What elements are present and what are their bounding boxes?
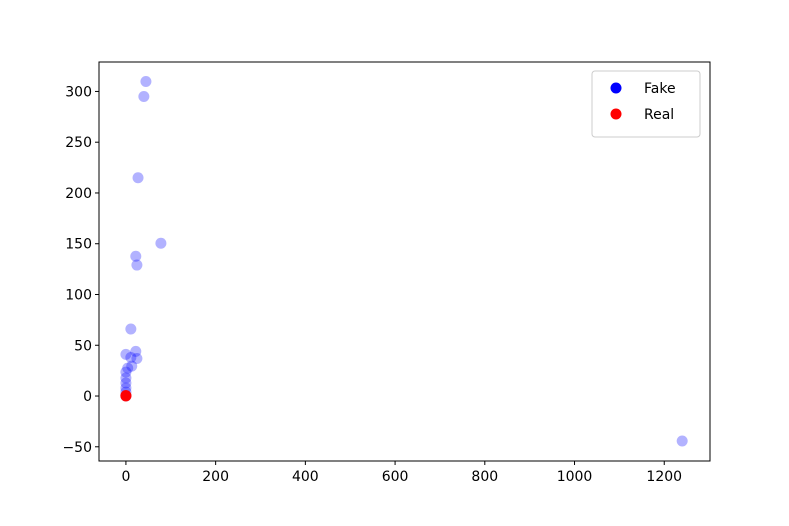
legend-label: Real [644,107,674,123]
point [120,348,132,360]
x-tick-label: 1200 [646,469,682,485]
point [132,172,144,184]
point [140,75,152,87]
x-tick-label: 400 [292,469,319,485]
x-tick-label: 1000 [557,469,593,485]
y-tick-label: −50 [62,440,92,456]
point [120,390,132,402]
point [125,351,137,363]
x-tick-label: 600 [382,469,409,485]
y-tick-label: 150 [65,237,92,253]
point [126,360,138,372]
point [120,366,132,378]
point [120,377,132,389]
point [131,259,143,271]
x-tick-label: 0 [121,469,130,485]
x-tick-label: 800 [471,469,498,485]
point [125,323,137,335]
point [131,352,143,364]
x-tick-label: 200 [202,469,229,485]
point [676,435,688,447]
point [155,237,167,249]
legend-marker [610,108,622,120]
point [138,91,150,103]
point [130,345,142,357]
legend-label: Fake [644,81,676,97]
y-tick-label: 100 [65,287,92,303]
point [120,372,132,384]
legend-marker [610,82,622,94]
y-tick-label: 300 [65,84,92,100]
y-tick-label: 50 [74,338,92,354]
plot-frame [98,61,711,462]
y-tick-label: 0 [83,389,92,405]
point [130,250,142,262]
point [122,362,134,374]
y-tick-label: 250 [65,135,92,151]
y-tick-label: 200 [65,186,92,202]
